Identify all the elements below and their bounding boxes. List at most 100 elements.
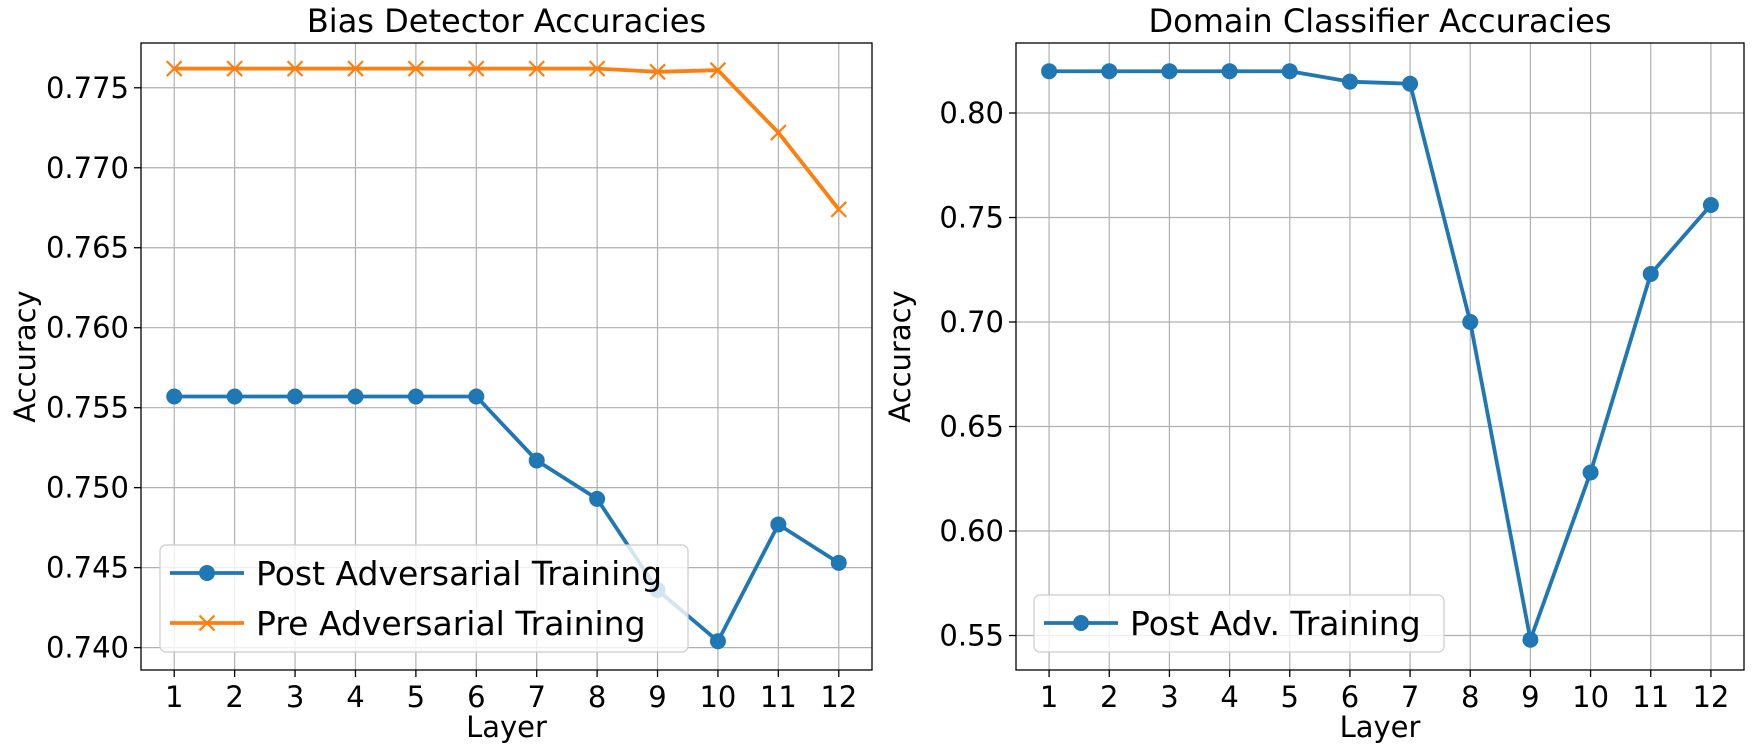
series-pre-adversarial-training (165, 60, 848, 218)
data-point (347, 60, 364, 77)
series-line (174, 394, 840, 644)
data-point (709, 633, 726, 650)
x-tick-label: 7 (1401, 680, 1419, 714)
x-tick-label: 8 (588, 680, 606, 714)
data-point (1642, 265, 1659, 282)
y-tick-label: 0.65 (939, 410, 1004, 444)
x-tick-label: 2 (225, 680, 243, 714)
data-point (468, 388, 485, 405)
y-tick-label: 0.80 (939, 96, 1004, 130)
y-tick-label: 0.745 (46, 551, 129, 585)
data-point (226, 60, 243, 77)
data-point (166, 388, 183, 405)
legend: Post Adversarial Training Pre Adversarial… (159, 544, 689, 653)
data-point (1582, 464, 1599, 481)
legend-marker (199, 565, 215, 581)
y-tick-label: 0.70 (939, 305, 1004, 339)
x-tick-label: 7 (527, 680, 545, 714)
y-axis-label: Accuracy (883, 290, 917, 422)
data-point (1041, 63, 1058, 80)
x-tick-label: 3 (286, 680, 304, 714)
data-point (1522, 631, 1539, 648)
bias-detector-chart: 1 2 3 4 5 6 7 8 9 10 11 120.7400.7450.7500.7550.760… (8, 2, 873, 744)
y-tick-label: 0.750 (46, 471, 129, 505)
x-tick-label: 8 (1461, 680, 1479, 714)
data-point (1402, 75, 1419, 92)
x-tick-label: 3 (1160, 680, 1178, 714)
x-tick-label: 6 (1341, 680, 1359, 714)
legend-label: Pre Adversarial Training (256, 604, 646, 643)
data-point (589, 490, 606, 507)
x-tick-label: 9 (1521, 680, 1539, 714)
data-point (226, 388, 243, 405)
y-tick-label: 0.75 (939, 201, 1004, 235)
data-point (1341, 73, 1358, 90)
x-tick-label: 4 (1220, 680, 1238, 714)
x-tick-label: 1 (165, 680, 183, 714)
x-tick-label: 12 (820, 680, 857, 714)
x-tick-label: 1 (1040, 680, 1058, 714)
y-tick-label: 0.765 (46, 231, 129, 265)
data-point (287, 388, 304, 405)
data-point (770, 516, 787, 533)
x-tick-label: 5 (1281, 680, 1299, 714)
data-point (1281, 63, 1298, 80)
plot-frame (140, 42, 873, 671)
x-tick-label: 9 (648, 680, 666, 714)
y-tick-label: 0.770 (46, 151, 129, 185)
y-tick-label: 0.755 (46, 391, 129, 425)
data-point (528, 60, 545, 77)
y-tick-label: 0.60 (939, 514, 1004, 548)
series-post-adversarial-training (166, 388, 847, 650)
x-tick-label: 10 (1572, 680, 1609, 714)
x-tick-label: 2 (1100, 680, 1118, 714)
data-point (1101, 63, 1118, 80)
legend-box (1033, 594, 1445, 653)
data-point (770, 124, 787, 141)
series-line (1049, 69, 1713, 642)
data-point (286, 60, 304, 77)
x-axis-label: Layer (1340, 710, 1421, 744)
chart-title: Domain Classifier Accuracies (1149, 2, 1612, 40)
series-line (174, 66, 841, 211)
x-axis-label: Layer (466, 710, 547, 744)
y-tick-label: 0.760 (46, 311, 129, 345)
legend-entry: Post Adv. Training (1044, 604, 1421, 643)
series-post-adv-training (1041, 63, 1719, 648)
data-point (1221, 63, 1238, 80)
x-tick-label: 5 (407, 680, 425, 714)
legend-box (159, 544, 689, 653)
legend-entry: Pre Adversarial Training (170, 604, 646, 643)
y-tick-label: 0.55 (939, 619, 1004, 653)
data-point (830, 201, 848, 218)
legend-entry: Post Adversarial Training (170, 554, 662, 593)
data-point (407, 60, 425, 77)
data-point (709, 61, 727, 79)
x-tick-label: 12 (1692, 680, 1729, 714)
legend: Post Adv. Training (1033, 594, 1445, 653)
legend-label: Post Adv. Training (1130, 604, 1421, 643)
x-tick-label: 6 (467, 680, 485, 714)
data-point (528, 452, 545, 469)
y-axis-label: Accuracy (8, 290, 42, 422)
data-point (1702, 196, 1719, 213)
legend-marker (1073, 615, 1089, 631)
data-point (347, 388, 364, 405)
plot-frame (1015, 42, 1745, 671)
data-point (1462, 314, 1479, 331)
data-point (165, 60, 183, 77)
x-tick-label: 4 (346, 680, 364, 714)
x-tick-label: 10 (699, 680, 736, 714)
legend-label: Post Adversarial Training (256, 554, 662, 593)
y-tick-label: 0.775 (46, 71, 129, 105)
x-tick-label: 11 (1632, 680, 1669, 714)
data-point (407, 388, 424, 405)
chart-title: Bias Detector Accuracies (307, 2, 706, 40)
y-tick-label: 0.740 (46, 631, 129, 665)
domain-classifier-chart: 1 2 3 4 5 6 7 8 9 10 11 120.550.600.650.700.750.80D… (883, 2, 1745, 744)
legend-marker (198, 614, 216, 632)
data-point (1161, 63, 1178, 80)
data-point (649, 63, 666, 81)
x-tick-label: 11 (760, 680, 797, 714)
